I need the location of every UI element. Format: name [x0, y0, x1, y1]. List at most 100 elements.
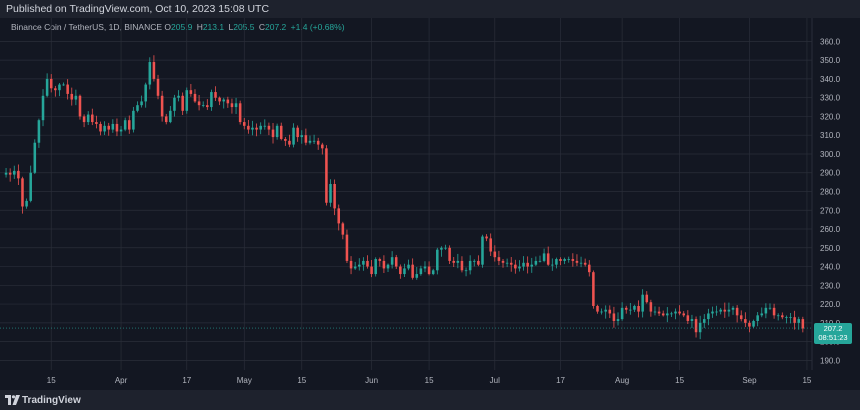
- candle-body: [575, 260, 579, 263]
- candle-body: [49, 78, 53, 89]
- candle-body: [370, 266, 373, 275]
- candle-body: [468, 260, 472, 271]
- candle-body: [555, 259, 558, 265]
- candle-body: [781, 315, 784, 318]
- candle-body: [197, 101, 201, 106]
- candle-body: [103, 125, 106, 132]
- candle-body: [657, 311, 661, 314]
- candle-body: [460, 260, 464, 271]
- candle-body: [563, 259, 566, 261]
- candle-body: [259, 125, 262, 130]
- candle-body: [744, 319, 747, 323]
- close-value: 207.2: [265, 22, 287, 32]
- candle-body: [776, 315, 780, 317]
- candle-body: [538, 260, 542, 262]
- x-tick-label: Jun: [365, 376, 378, 385]
- high-value: 213.1: [202, 22, 225, 32]
- candle-body: [74, 95, 78, 100]
- candle-body: [423, 266, 427, 269]
- candle-body: [160, 95, 164, 117]
- candle-body: [477, 260, 480, 265]
- candlestick-chart[interactable]: 190.0200.0210.0220.0230.0240.0250.0260.0…: [0, 18, 860, 390]
- candle-body: [271, 129, 275, 138]
- candle-body: [715, 311, 718, 313]
- candle-body: [378, 259, 382, 261]
- candle-body: [801, 319, 805, 329]
- candle-body: [181, 95, 184, 111]
- candle-body: [173, 97, 176, 111]
- candle-body: [436, 249, 439, 271]
- x-tick-label: Aug: [615, 376, 629, 385]
- candle-body: [284, 138, 287, 141]
- time-axis[interactable]: 15Apr17May15Jun15Jul17Aug15Sep15Oct: [47, 376, 860, 385]
- candle-body: [472, 260, 476, 262]
- candle-body: [193, 93, 197, 102]
- candle-body: [242, 122, 246, 126]
- x-tick-label: May: [237, 376, 252, 385]
- countdown-value: 08:51:23: [818, 333, 848, 343]
- candle-body: [29, 172, 32, 201]
- x-tick-label: 15: [425, 376, 434, 385]
- y-tick-label: 250.0: [820, 244, 841, 253]
- y-tick-label: 300.0: [820, 150, 841, 159]
- candle-body: [107, 125, 111, 130]
- candle-body: [95, 122, 98, 124]
- candle-body: [292, 127, 295, 145]
- price-tag-value: 207.2: [823, 324, 843, 334]
- price-axis[interactable]: 190.0200.0210.0220.0230.0240.0250.0260.0…: [811, 18, 841, 370]
- candle-body: [456, 260, 460, 263]
- candle-body: [25, 200, 28, 207]
- candle-body: [707, 313, 710, 320]
- candle-body: [4, 172, 8, 175]
- candle-body: [132, 110, 135, 130]
- change-value: +1.4 (+0.68%): [290, 22, 345, 32]
- tradingview-logo-icon: [5, 395, 20, 405]
- candle-body: [629, 309, 632, 311]
- candles: [4, 55, 805, 340]
- candle-body: [12, 170, 16, 175]
- candle-body: [300, 135, 304, 138]
- high-key: H: [196, 22, 203, 32]
- candle-body: [497, 257, 501, 261]
- candle-body: [785, 317, 788, 319]
- candle-body: [267, 125, 271, 130]
- candle-body: [374, 259, 377, 275]
- candle-body: [218, 97, 221, 102]
- low-key: L: [228, 22, 234, 32]
- candle-body: [624, 307, 628, 310]
- candle-body: [444, 247, 447, 249]
- candle-body: [399, 266, 402, 275]
- candle-body: [509, 262, 513, 265]
- candle-body: [308, 140, 312, 143]
- candle-body: [148, 62, 152, 85]
- candle-body: [407, 264, 410, 269]
- candle-body: [304, 135, 308, 143]
- candle-body: [403, 268, 406, 275]
- candle-body: [17, 170, 20, 179]
- candle-body: [797, 319, 801, 323]
- y-tick-label: 280.0: [820, 187, 841, 196]
- candle-body: [411, 264, 414, 278]
- candle-body: [670, 313, 673, 315]
- candle-body: [748, 322, 751, 327]
- candle-body: [789, 317, 792, 319]
- grid-lines: [0, 18, 812, 370]
- candle-body: [169, 110, 172, 123]
- candle-body: [719, 309, 722, 312]
- y-tick-label: 320.0: [820, 112, 841, 121]
- candle-body: [431, 270, 435, 275]
- candle-body: [735, 307, 739, 316]
- close-key: C: [258, 22, 266, 32]
- candle-body: [247, 125, 250, 130]
- open-value: 205.9: [171, 22, 193, 32]
- candle-body: [156, 78, 160, 96]
- candle-body: [526, 262, 529, 267]
- candle-body: [731, 307, 735, 310]
- candle-body: [481, 236, 484, 265]
- x-tick-label: 17: [182, 376, 191, 385]
- candle-body: [140, 101, 143, 106]
- candle-body: [493, 251, 497, 258]
- candle-body: [419, 268, 423, 275]
- candle-body: [612, 313, 616, 321]
- footer-bar: TradingView: [0, 390, 860, 410]
